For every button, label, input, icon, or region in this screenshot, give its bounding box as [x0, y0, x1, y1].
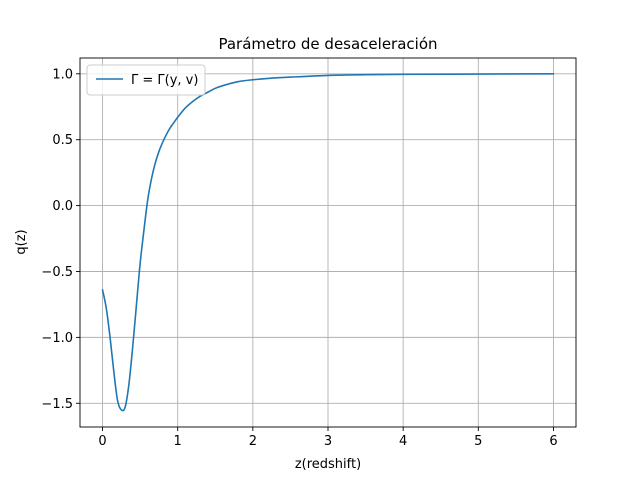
series-layer: [101, 73, 555, 412]
x-tick-label: 3: [324, 434, 332, 449]
x-tick-label: 5: [474, 434, 482, 449]
y-tick-label: 0.5: [52, 133, 73, 148]
x-tick-label: 2: [249, 434, 257, 449]
y-tick-label: 1.0: [52, 67, 73, 82]
y-tick-label: −0.5: [41, 265, 73, 280]
x-tick-label: 6: [549, 434, 557, 449]
legend-box: [86, 64, 206, 96]
x-tick-label: 0: [98, 434, 106, 449]
y-tick-label: −1.5: [41, 397, 73, 412]
y-tick-label: 0.0: [52, 199, 73, 214]
legend: Γ = Γ(y, v): [86, 64, 206, 96]
grid: [80, 58, 576, 427]
x-tick-label: 1: [174, 434, 182, 449]
ticks: 0 1 2 3 4 5 6 −1.5 −1.0 −0.5 0.0 0.5 1.0: [41, 67, 557, 449]
x-axis-label: z(redshift): [295, 457, 361, 472]
x-tick-label: 4: [399, 434, 407, 449]
chart-title: Parámetro de desaceleración: [218, 35, 437, 53]
legend-label: Γ = Γ(y, v): [131, 73, 198, 88]
y-tick-label: −1.0: [41, 331, 73, 346]
series-line: [101, 73, 555, 412]
y-axis-label: q(z): [14, 229, 29, 254]
